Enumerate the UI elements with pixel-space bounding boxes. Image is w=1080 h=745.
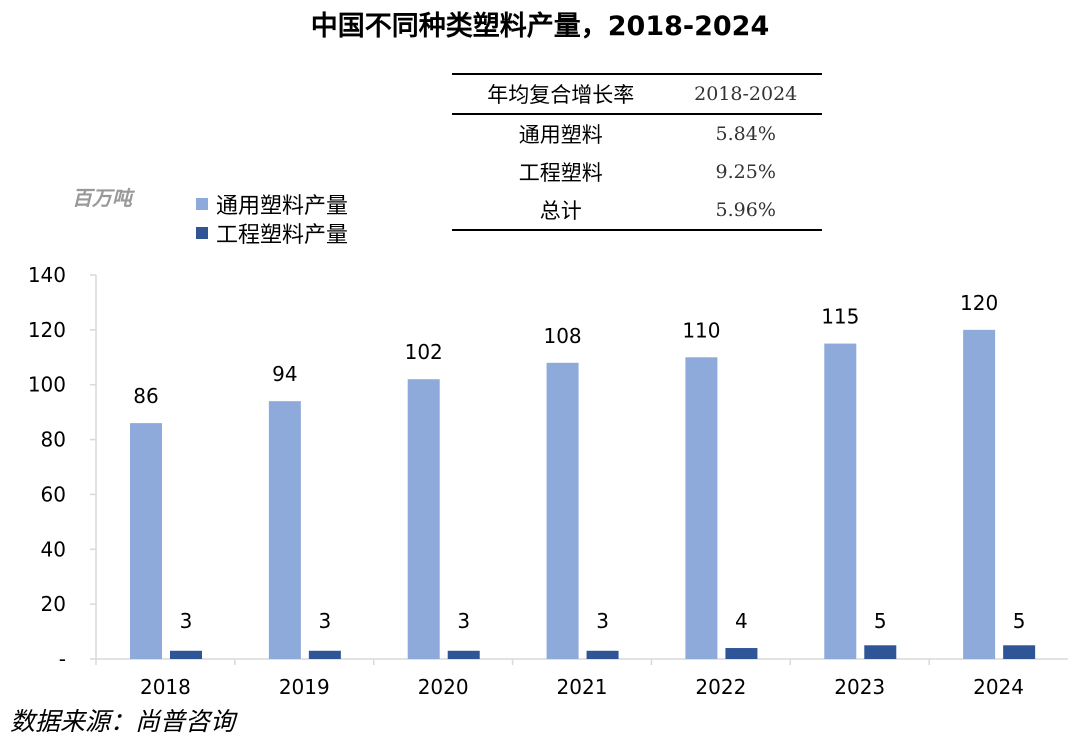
x-tick-label: 2019 bbox=[279, 675, 330, 699]
unit-label: 百万吨 bbox=[72, 186, 132, 210]
bar-general-plastics bbox=[546, 362, 579, 659]
bar-engineering-plastics bbox=[1003, 645, 1036, 659]
data-label: 3 bbox=[318, 609, 331, 633]
data-label: 120 bbox=[960, 291, 998, 315]
data-label: 5 bbox=[1013, 609, 1026, 633]
data-label: 5 bbox=[874, 609, 887, 633]
y-tick-label: 80 bbox=[41, 428, 66, 452]
y-tick-label: 60 bbox=[41, 482, 66, 506]
cagr-header-label: 年均复合增长率 bbox=[487, 83, 635, 107]
legend-label-engineering: 工程塑料产量 bbox=[216, 223, 349, 248]
bar-engineering-plastics bbox=[308, 650, 341, 659]
data-label: 102 bbox=[405, 340, 443, 364]
x-tick-label: 2022 bbox=[695, 675, 746, 699]
legend-item-engineering: 工程塑料产量 bbox=[196, 217, 348, 249]
y-tick-label: 100 bbox=[28, 373, 66, 397]
cagr-row-value: 5.84% bbox=[715, 123, 776, 145]
bar-general-plastics bbox=[407, 379, 440, 659]
cagr-row-label: 工程塑料 bbox=[518, 161, 603, 185]
bar-general-plastics bbox=[268, 401, 301, 659]
cagr-row-value: 5.96% bbox=[715, 199, 776, 221]
legend-swatch-general bbox=[196, 198, 208, 210]
chart-title: 中国不同种类塑料产量，2018-2024 bbox=[310, 11, 770, 42]
source-note: 数据来源：尚普咨询 bbox=[10, 707, 236, 736]
data-label: 110 bbox=[682, 318, 720, 342]
y-tick-label: 120 bbox=[28, 318, 66, 342]
bar-engineering-plastics bbox=[170, 650, 202, 659]
x-tick-label: 2018 bbox=[140, 675, 191, 699]
cagr-row-value: 9.25% bbox=[715, 161, 776, 183]
y-tick-label: - bbox=[59, 647, 66, 671]
y-tick-label: 140 bbox=[28, 263, 66, 287]
data-label: 86 bbox=[133, 384, 158, 408]
cagr-header-period: 2018-2024 bbox=[694, 83, 798, 105]
x-tick-label: 2024 bbox=[973, 675, 1024, 699]
y-tick-label: 40 bbox=[41, 537, 66, 561]
cagr-row: 通用塑料 5.84% bbox=[452, 114, 822, 153]
y-tick-label: 20 bbox=[41, 592, 66, 616]
data-label: 108 bbox=[543, 324, 581, 348]
bar-general-plastics bbox=[963, 329, 996, 659]
x-tick-label: 2020 bbox=[418, 675, 469, 699]
bar-engineering-plastics bbox=[447, 650, 480, 659]
bar-engineering-plastics bbox=[725, 648, 758, 659]
x-tick-label: 2021 bbox=[557, 675, 608, 699]
legend-item-general: 通用塑料产量 bbox=[196, 188, 348, 220]
data-label: 3 bbox=[457, 609, 470, 633]
bar-engineering-plastics bbox=[864, 645, 897, 659]
cagr-table: 年均复合增长率 2018-2024 通用塑料 5.84% 工程塑料 9.25% … bbox=[452, 73, 822, 231]
bar-general-plastics bbox=[130, 423, 162, 659]
cagr-row: 总计 5.96% bbox=[452, 191, 822, 230]
data-label: 4 bbox=[735, 609, 748, 633]
data-label: 94 bbox=[272, 362, 297, 386]
data-label: 3 bbox=[596, 609, 609, 633]
cagr-row-label: 通用塑料 bbox=[518, 123, 603, 147]
bar-general-plastics bbox=[685, 357, 718, 659]
cagr-header-row: 年均复合增长率 2018-2024 bbox=[452, 74, 822, 114]
bar-engineering-plastics bbox=[586, 650, 619, 659]
data-label: 3 bbox=[180, 609, 193, 633]
bar-general-plastics bbox=[824, 343, 857, 659]
cagr-row-label: 总计 bbox=[539, 199, 582, 223]
legend-swatch-engineering bbox=[196, 227, 208, 239]
cagr-row: 工程塑料 9.25% bbox=[452, 153, 822, 191]
legend-label-general: 通用塑料产量 bbox=[216, 194, 349, 219]
x-tick-label: 2023 bbox=[834, 675, 885, 699]
data-label: 115 bbox=[821, 305, 859, 329]
